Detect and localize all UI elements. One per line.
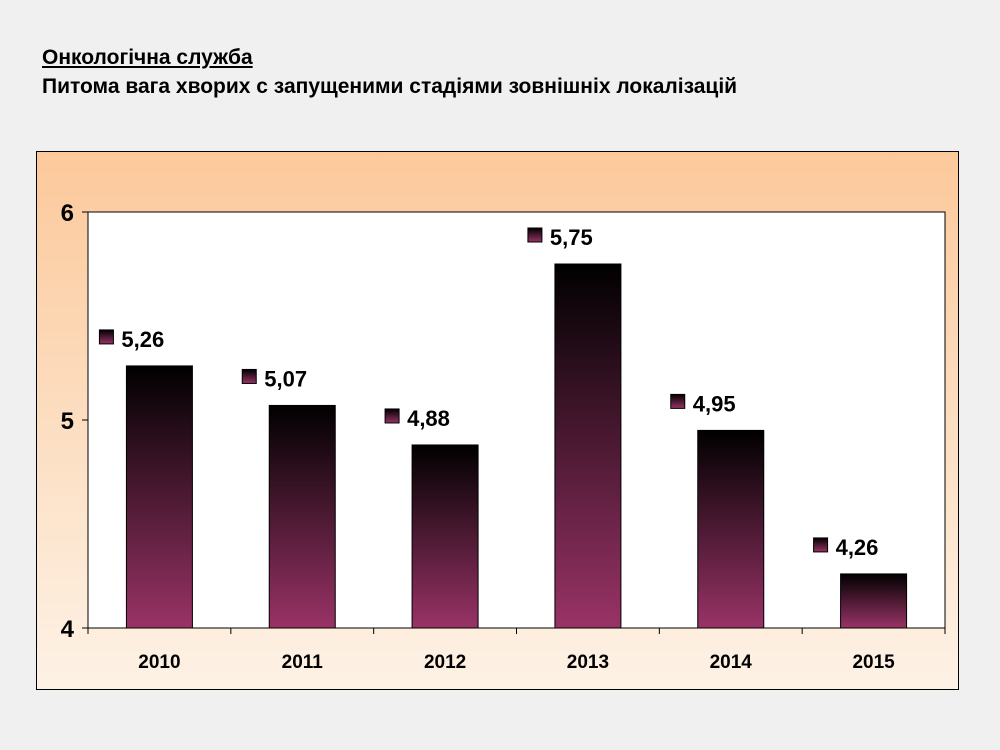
y-tick-label: 4 xyxy=(61,616,75,643)
data-label-value: 4,26 xyxy=(836,535,879,560)
legend-key-icon xyxy=(384,408,400,424)
legend-key-icon xyxy=(98,329,114,345)
bar-2011 xyxy=(268,404,336,629)
legend-key-icon xyxy=(813,537,829,553)
data-label: 5,26 xyxy=(98,327,164,352)
data-label: 4,88 xyxy=(384,406,450,431)
data-label-value: 4,95 xyxy=(693,391,736,416)
data-label-value: 5,75 xyxy=(550,225,593,250)
y-tick-label: 6 xyxy=(61,200,74,227)
data-label-value: 4,88 xyxy=(407,406,450,431)
data-label: 4,26 xyxy=(813,535,879,560)
x-tick-label: 2010 xyxy=(138,652,180,673)
x-tick-label: 2012 xyxy=(424,652,466,673)
page-title: Онкологічна служба xyxy=(42,46,253,69)
x-tick-label: 2011 xyxy=(282,652,324,673)
bar-2012 xyxy=(411,444,479,629)
data-label-value: 5,26 xyxy=(121,327,164,352)
y-tick-label: 5 xyxy=(61,408,74,435)
bar-2015 xyxy=(840,573,908,629)
plot-area xyxy=(87,211,946,629)
x-tick-label: 2015 xyxy=(852,652,895,673)
x-tick-label: 2014 xyxy=(710,652,753,673)
x-tick-label: 2013 xyxy=(567,652,609,673)
data-label-value: 5,07 xyxy=(264,366,307,391)
title-block: Онкологічна служба Питома вага хворих с … xyxy=(42,44,737,102)
bar-2013 xyxy=(554,263,622,629)
chart-container: 4 5 6 2010 5,26 2011 5,07 2012 4,88 2013 5,75 2014… xyxy=(36,151,959,690)
legend-key-icon xyxy=(670,393,686,409)
bar-chart: 4 5 6 2010 5,26 2011 5,07 2012 4,88 2013 5,75 2014… xyxy=(36,151,959,690)
bar-2014 xyxy=(697,429,765,629)
data-label: 5,07 xyxy=(241,366,307,391)
data-label: 5,75 xyxy=(527,225,593,250)
legend-key-icon xyxy=(527,227,543,243)
page-subtitle: Питома вага хворих с запущеними стадіями… xyxy=(42,75,738,98)
data-label: 4,95 xyxy=(670,391,736,416)
legend-key-icon xyxy=(241,368,257,384)
bar-2010 xyxy=(125,365,193,629)
